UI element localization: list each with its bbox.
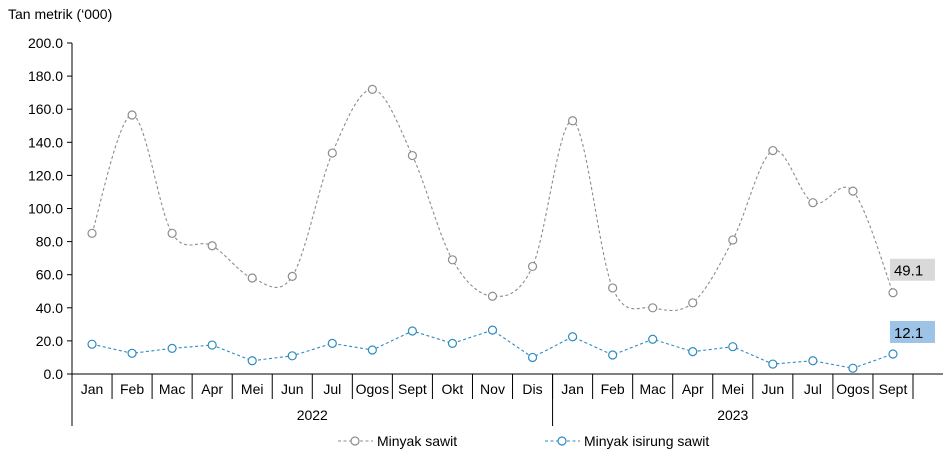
data-point-series-2: [728, 342, 738, 352]
data-point-series-1: [648, 303, 658, 313]
data-point-series-1: [367, 84, 377, 94]
x-tick-label: Sept: [398, 381, 427, 397]
data-point-series-2: [567, 332, 578, 342]
y-tick-label: 100.0: [28, 201, 63, 217]
data-point-series-2: [648, 334, 658, 344]
data-point-series-1: [567, 116, 578, 126]
x-tick-label: Feb: [601, 381, 625, 397]
data-point-series-1: [768, 145, 778, 156]
y-tick-label: 160.0: [28, 101, 63, 117]
y-tick-label: 0.0: [44, 366, 64, 382]
legend-label-1: Minyak sawit: [377, 433, 457, 449]
x-tick-label: Mac: [639, 381, 665, 397]
end-label-series-1: 49.1: [894, 263, 923, 280]
x-tick-label: Feb: [120, 381, 144, 397]
data-point-series-2: [287, 351, 297, 361]
data-point-series-1: [888, 288, 898, 298]
data-point-series-1: [487, 291, 498, 301]
data-point-series-1: [247, 273, 257, 283]
data-point-series-1: [407, 150, 418, 161]
y-tick-label: 120.0: [28, 167, 63, 183]
data-point-series-1: [608, 283, 618, 293]
data-point-series-1: [127, 110, 137, 120]
year-group-label: 2023: [717, 407, 748, 423]
x-tick-label: Dis: [522, 381, 542, 397]
data-point-series-2: [447, 338, 458, 348]
data-point-series-2: [688, 347, 698, 357]
legend-marker-1: [350, 436, 360, 446]
y-tick-label: 60.0: [36, 267, 63, 283]
x-tick-label: Sept: [879, 381, 908, 397]
legend-marker-2: [557, 436, 567, 446]
x-tick-label: Jan: [81, 381, 104, 397]
y-tick-label: 40.0: [36, 300, 63, 316]
x-tick-label: Mei: [241, 381, 264, 397]
data-point-series-2: [87, 339, 97, 349]
data-point-series-1: [87, 228, 97, 238]
year-group-label: 2022: [297, 407, 328, 423]
data-point-series-2: [768, 359, 778, 369]
data-point-series-2: [888, 349, 898, 359]
x-tick-label: Ogos: [356, 381, 389, 397]
end-label-box-series-2: [889, 320, 935, 343]
data-point-series-1: [167, 228, 177, 238]
data-point-series-1: [808, 198, 818, 208]
data-point-series-2: [367, 345, 377, 355]
series-line-1: [91, 88, 894, 312]
x-tick-label: Jul: [804, 381, 822, 397]
y-axis-unit-label: Tan metrik (‘000): [8, 6, 113, 22]
y-tick-label: 200.0: [28, 35, 63, 51]
data-point-series-2: [247, 356, 257, 366]
x-tick-label: Jun: [762, 381, 785, 397]
data-point-series-2: [848, 363, 858, 373]
data-point-series-2: [207, 340, 217, 350]
data-point-series-2: [407, 326, 418, 336]
end-label-box-series-1: [889, 258, 935, 281]
x-tick-label: Jul: [323, 381, 341, 397]
x-tick-label: Apr: [201, 381, 223, 397]
data-point-series-1: [287, 271, 297, 281]
y-tick-label: 140.0: [28, 134, 63, 150]
x-tick-label: Okt: [442, 381, 464, 397]
y-tick-label: 80.0: [36, 234, 63, 250]
y-tick-label: 20.0: [36, 333, 63, 349]
data-point-series-2: [167, 343, 177, 353]
data-point-series-1: [848, 186, 858, 196]
data-point-series-1: [527, 261, 538, 272]
data-point-series-1: [728, 235, 738, 245]
data-point-series-1: [327, 148, 337, 158]
data-point-series-2: [527, 352, 538, 363]
legend-label-2: Minyak isirung sawit: [584, 433, 709, 449]
x-tick-label: Apr: [682, 381, 704, 397]
data-point-series-2: [327, 338, 337, 348]
y-tick-label: 180.0: [28, 68, 63, 84]
end-label-series-2: 12.1: [894, 325, 923, 342]
x-tick-label: Jun: [281, 381, 304, 397]
x-tick-label: Jan: [561, 381, 584, 397]
x-tick-label: Ogos: [836, 381, 869, 397]
data-point-series-2: [808, 356, 818, 366]
data-point-series-1: [447, 255, 458, 265]
x-tick-label: Nov: [480, 381, 505, 397]
data-point-series-1: [207, 241, 217, 251]
data-point-series-2: [487, 325, 498, 335]
data-point-series-2: [127, 348, 137, 358]
data-point-series-1: [688, 298, 698, 308]
data-point-series-2: [608, 350, 618, 360]
x-tick-label: Mac: [159, 381, 185, 397]
x-tick-label: Mei: [722, 381, 745, 397]
